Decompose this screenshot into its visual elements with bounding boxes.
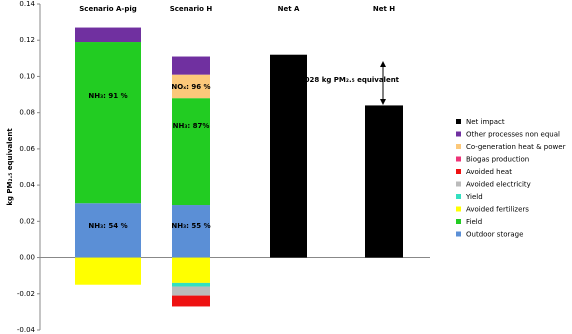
category-label: Scenario A-pig — [79, 5, 137, 13]
bar-segment — [365, 105, 403, 258]
legend-label: Field — [466, 218, 482, 226]
arrow-head — [380, 99, 386, 105]
bar-segment — [172, 205, 210, 258]
legend-swatch — [456, 219, 461, 224]
bar-segment — [270, 54, 307, 258]
bar-segment — [172, 286, 210, 296]
legend-swatch — [456, 194, 461, 199]
y-axis-label: kg PM₂.₅ equivalent — [6, 128, 14, 206]
category-label: Scenario H — [170, 5, 213, 13]
y-tick-label: 0.04 — [19, 181, 35, 189]
bar-segment — [172, 56, 210, 75]
category-label: Net H — [373, 5, 395, 13]
bar-segment — [172, 282, 210, 287]
bar-segment — [75, 27, 141, 43]
category-label: Net A — [278, 5, 300, 13]
legend-swatch — [456, 131, 461, 137]
legend-swatch — [456, 206, 461, 212]
legend-swatch — [456, 169, 461, 174]
bar-segment — [172, 257, 210, 283]
bar-segment — [172, 98, 210, 206]
legend-label: Avoided electricity — [466, 181, 531, 189]
legend-swatch — [456, 119, 461, 124]
bar-segment — [172, 295, 210, 307]
legend-label: Outdoor storage — [466, 231, 523, 239]
y-tick-label: 0.08 — [19, 109, 35, 117]
y-tick-label: 0.00 — [19, 254, 35, 262]
y-tick-label: 0.06 — [19, 145, 35, 153]
legend-swatch — [456, 156, 461, 162]
annotation: NOₓ: 96 % — [171, 83, 210, 91]
annotation: NH₃: 54 % — [88, 222, 127, 230]
y-tick-label: -0.04 — [17, 326, 36, 334]
y-tick-label: 0.02 — [19, 217, 35, 225]
legend-swatch — [456, 231, 461, 237]
annotation: Δ = 0.028 kg PM₂.₅ equivalent — [281, 76, 400, 84]
y-tick-label: 0.14 — [19, 0, 35, 8]
legend-label: Avoided fertilizers — [466, 206, 529, 214]
legend-label: Other processes non equal — [466, 131, 560, 139]
legend-label: Biogas production — [466, 156, 529, 164]
legend-label: Yield — [465, 193, 483, 201]
annotation: NH₃: 91 % — [88, 92, 127, 100]
legend-label: Avoided heat — [466, 168, 512, 176]
legend-label: Co-generation heat & power — [466, 143, 566, 151]
annotation: NH₃: 55 % — [171, 222, 210, 230]
bar-segment — [75, 257, 141, 285]
y-tick-label: 0.10 — [19, 72, 35, 80]
y-tick-label: 0.12 — [19, 36, 35, 44]
annotation: NH₃: 87% — [173, 122, 210, 130]
bar-segment — [172, 74, 210, 99]
bar-segment — [75, 203, 141, 258]
legend-label: Net impact — [466, 118, 505, 126]
legend-swatch — [456, 144, 461, 149]
legend-swatch — [456, 181, 461, 187]
y-tick-label: -0.02 — [17, 290, 35, 298]
arrow-head — [380, 61, 386, 67]
bar-segment — [75, 42, 141, 204]
